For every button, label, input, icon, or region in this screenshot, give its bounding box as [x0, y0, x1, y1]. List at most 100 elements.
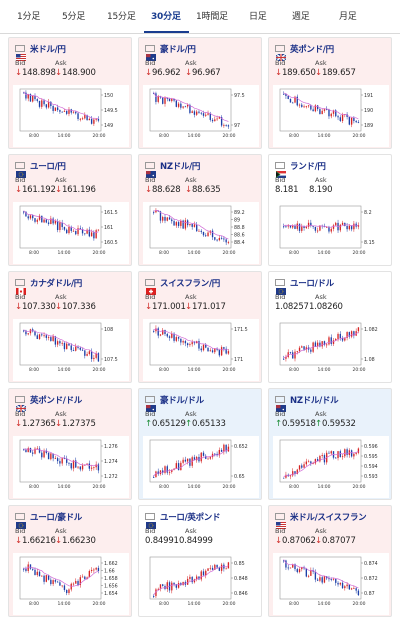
candle	[45, 219, 48, 223]
candlestick-chart[interactable]: 171.5 171 8:00 14:00 20:00	[143, 319, 259, 381]
candle	[68, 226, 70, 234]
rate-card[interactable]: スイスフラン/円 Bid Ask ↓171.001 ↓171.017 171.5…	[138, 271, 262, 383]
candle	[298, 347, 301, 352]
rate-card[interactable]: ユーロ/豪ドル Bid Ask ↓1.66216 ↓1.66230 1.662 1…	[8, 505, 132, 617]
candle	[220, 564, 223, 571]
bid-price: 1.08257	[275, 302, 309, 312]
card-header: NZドル/円	[145, 160, 257, 178]
candlestick-chart[interactable]: 89.2 89 88.8 88.6 88.4 8:00 14:00 20:00	[143, 202, 259, 264]
candlestick-chart[interactable]: 161.5 161 160.5 8:00 14:00 20:00	[13, 202, 129, 264]
candle	[63, 342, 66, 350]
currency-pair-label[interactable]: 豪ドル/ドル	[160, 396, 204, 406]
bid-price: ↓0.87062	[275, 536, 316, 546]
candle	[81, 118, 84, 120]
rate-card[interactable]: NZドル/円 Bid Ask ↓88.628 ↓88.635 89.2 89 88.…	[138, 154, 262, 266]
candle	[357, 225, 360, 227]
candle	[164, 329, 166, 335]
candle	[177, 222, 180, 226]
tab-6[interactable]: 週足	[292, 12, 310, 22]
rate-card[interactable]: 英ポンド/ドル Bid Ask ↓1.27365 ↓1.27375 1.276 1…	[8, 388, 132, 500]
candlestick-chart[interactable]: 191 190 189 8:00 14:00 20:00	[273, 85, 389, 147]
candlestick-chart[interactable]: 0.85 0.848 0.846 8:00 14:00 20:00	[143, 553, 259, 615]
candle	[157, 96, 159, 102]
currency-pair-label[interactable]: 米ドル/円	[30, 45, 66, 55]
rate-card[interactable]: 英ポンド/円 Bid Ask ↓189.650 ↓189.657 191 190 1…	[268, 37, 392, 149]
candle	[166, 582, 168, 590]
x-tick-label: 14:00	[58, 601, 71, 607]
tab-5[interactable]: 日足	[249, 12, 267, 22]
rate-card[interactable]: 米ドル/スイスフラン Bid Ask ↓0.87062 ↓0.87077 0.8…	[268, 505, 392, 617]
candle	[207, 458, 209, 460]
candle	[305, 568, 308, 577]
y-tick-label: 160.5	[104, 240, 118, 246]
rate-card[interactable]: ランド/円 Bid Ask 8.181 8.190 8.2 8.15 8:00 14:…	[268, 154, 392, 266]
candle	[29, 564, 32, 569]
tab-7[interactable]: 月足	[339, 12, 357, 22]
candle	[294, 471, 296, 474]
x-tick-label: 20:00	[353, 367, 366, 373]
currency-pair-label[interactable]: スイスフラン/円	[160, 279, 220, 289]
candlestick-chart[interactable]: 1.082 1.08 8:00 14:00 20:00	[273, 319, 389, 381]
candlestick-chart[interactable]: 0.652 0.65 8:00 14:00 20:00	[143, 436, 259, 498]
currency-pair-label[interactable]: 英ポンド/円	[290, 45, 334, 55]
currency-pair-label[interactable]: NZドル/円	[160, 162, 201, 172]
ask-label: Ask	[185, 59, 197, 67]
x-tick-label: 8:00	[29, 250, 39, 256]
rate-card[interactable]: NZドル/ドル Bid Ask ↑0.59518 ↑0.59532 0.596 0…	[268, 388, 392, 500]
currency-pair-label[interactable]: NZドル/ドル	[290, 396, 339, 406]
ca-flag-icon	[15, 279, 26, 295]
currency-pair-label[interactable]: ユーロ/ドル	[290, 279, 334, 289]
candlestick-chart[interactable]: 97.5 97 8:00 14:00 20:00	[143, 85, 259, 147]
currency-pair-label[interactable]: ユーロ/円	[30, 162, 66, 172]
currency-pair-label[interactable]: カナダドル/円	[30, 279, 83, 289]
tab-3[interactable]: 30分足	[151, 12, 181, 22]
candlestick-chart[interactable]: 8.2 8.15 8:00 14:00 20:00	[273, 202, 389, 264]
ask-label: Ask	[55, 293, 67, 301]
candle	[294, 225, 296, 229]
candle	[220, 449, 223, 452]
candle	[214, 453, 216, 455]
ask-label: Ask	[315, 176, 327, 184]
candle	[193, 111, 196, 115]
candle	[162, 97, 164, 104]
candlestick-chart[interactable]: 1.276 1.274 1.272 8:00 14:00 20:00	[13, 436, 129, 498]
rate-card[interactable]: 米ドル/円 Bid Ask ↓148.898 ↓148.900 150 149.5…	[8, 37, 132, 149]
rate-card[interactable]: 豪ドル/円 Bid Ask ↓96.962 ↓96.967 97.5 97 8:00…	[138, 37, 262, 149]
candlestick-chart[interactable]: 0.596 0.595 0.594 0.593 8:00 14:00 20:00	[273, 436, 389, 498]
rate-card[interactable]: カナダドル/円 Bid Ask ↓107.330 ↓107.336 108 107…	[8, 271, 132, 383]
candle	[348, 332, 351, 337]
candlestick-chart[interactable]: 108 107.5 8:00 14:00 20:00	[13, 319, 129, 381]
candle	[36, 448, 38, 450]
currency-pair-label[interactable]: 米ドル/スイスフラン	[290, 513, 367, 523]
candle	[70, 226, 72, 231]
rate-card[interactable]: 豪ドル/ドル Bid Ask ↑0.65129 ↑0.65133 0.652 0.…	[138, 388, 262, 500]
rate-card[interactable]: ユーロ/英ポンド Bid Ask 0.84991 0.84999 0.85 0.8…	[138, 505, 262, 617]
candle	[63, 110, 66, 112]
currency-pair-label[interactable]: ユーロ/豪ドル	[30, 513, 83, 523]
x-tick-label: 20:00	[353, 601, 366, 607]
card-header: ユーロ/円	[15, 160, 127, 178]
arrow-down-icon: ↓	[15, 302, 22, 312]
tab-2[interactable]: 15分足	[107, 12, 136, 22]
tab-0[interactable]: 1分足	[17, 12, 41, 22]
rate-card[interactable]: ユーロ/ドル Bid Ask 1.08257 1.08260 1.082 1.08…	[268, 271, 392, 383]
candle	[292, 352, 294, 359]
candle	[173, 98, 175, 101]
candle	[305, 347, 308, 350]
currency-pair-label[interactable]: 英ポンド/ドル	[30, 396, 83, 406]
currency-pair-label[interactable]: 豪ドル/円	[160, 45, 196, 55]
candle	[25, 568, 27, 571]
x-tick-label: 8:00	[289, 133, 299, 139]
currency-pair-label[interactable]: ランド/円	[290, 162, 326, 172]
rate-card[interactable]: ユーロ/円 Bid Ask ↓161.192 ↓161.196 161.5 161…	[8, 154, 132, 266]
candlestick-chart[interactable]: 150 149.5 149 8:00 14:00 20:00	[13, 85, 129, 147]
currency-pair-label[interactable]: ユーロ/英ポンド	[160, 513, 221, 523]
y-tick-label: 161.5	[104, 210, 118, 216]
candle	[47, 452, 50, 460]
tab-1[interactable]: 5分足	[62, 12, 86, 22]
tab-4[interactable]: 1時間足	[196, 12, 228, 22]
candlestick-chart[interactable]: 1.662 1.66 1.658 1.656 1.654 8:00 14:00 20:00	[13, 553, 129, 615]
candlestick-chart[interactable]: 0.874 0.872 0.87 8:00 14:00 20:00	[273, 553, 389, 615]
candle	[166, 97, 168, 99]
candle	[209, 567, 211, 569]
